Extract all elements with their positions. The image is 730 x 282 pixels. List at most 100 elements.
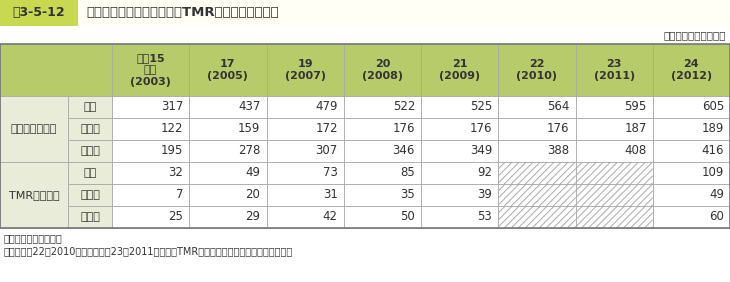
Bar [0, 26, 730, 44]
Text: 176: 176 [547, 122, 569, 135]
Bar [421, 96, 499, 118]
Bar [421, 162, 499, 184]
Bar [0, 96, 68, 162]
Text: 349: 349 [470, 144, 492, 158]
Bar [112, 96, 189, 118]
Text: 17
(2005): 17 (2005) [207, 59, 248, 81]
Text: 73: 73 [323, 166, 338, 180]
Text: 都府県: 都府県 [80, 212, 100, 222]
Bar [112, 140, 189, 162]
Text: 307: 307 [315, 144, 338, 158]
Bar [653, 44, 730, 96]
Bar [499, 162, 575, 184]
Bar [653, 184, 730, 206]
Bar [653, 206, 730, 228]
Text: 522: 522 [393, 100, 415, 113]
Bar [499, 44, 575, 96]
Bar [266, 140, 344, 162]
Text: 50: 50 [400, 210, 415, 224]
Text: 42: 42 [323, 210, 338, 224]
Text: 187: 187 [624, 122, 647, 135]
Bar [653, 140, 730, 162]
Bar [344, 206, 421, 228]
Text: 195: 195 [161, 144, 183, 158]
Bar [653, 118, 730, 140]
Bar [499, 96, 575, 118]
Bar [344, 184, 421, 206]
Text: 32: 32 [169, 166, 183, 180]
Text: 19
(2007): 19 (2007) [285, 59, 326, 81]
Bar [266, 118, 344, 140]
Bar [266, 96, 344, 118]
Bar [68, 140, 112, 162]
Bar [112, 118, 189, 140]
Bar [189, 96, 266, 118]
Bar [575, 162, 653, 184]
Bar [0, 0, 730, 26]
Bar [68, 162, 112, 184]
Text: 49: 49 [709, 188, 724, 202]
Text: （単位：組織、か所）: （単位：組織、か所） [664, 30, 726, 40]
Text: 388: 388 [548, 144, 569, 158]
Bar [421, 44, 499, 96]
Bar [189, 162, 266, 184]
Text: 23
(2011): 23 (2011) [593, 59, 634, 81]
Text: 53: 53 [477, 210, 492, 224]
Text: コントラクター組織数及びTMRセンター数の推移: コントラクター組織数及びTMRセンター数の推移 [86, 6, 279, 19]
Bar [499, 184, 575, 206]
Bar [344, 96, 421, 118]
Text: 159: 159 [238, 122, 261, 135]
Bar [266, 184, 344, 206]
Bar [0, 0, 78, 26]
Text: 109: 109 [702, 166, 724, 180]
Text: 22
(2010): 22 (2010) [516, 59, 558, 81]
Text: 35: 35 [400, 188, 415, 202]
Bar [653, 96, 730, 118]
Text: 北海道: 北海道 [80, 190, 100, 200]
Bar [112, 44, 189, 96]
Bar [112, 206, 189, 228]
Text: TMRセンター: TMRセンター [9, 190, 59, 200]
Bar [266, 162, 344, 184]
Text: 39: 39 [477, 188, 492, 202]
Text: 全国: 全国 [83, 102, 96, 112]
Bar [499, 206, 575, 228]
Bar [189, 118, 266, 140]
Bar [68, 118, 112, 140]
Text: 408: 408 [624, 144, 647, 158]
Bar [0, 162, 68, 228]
Bar [421, 206, 499, 228]
Bar [421, 140, 499, 162]
Bar [112, 162, 189, 184]
Bar [499, 140, 575, 162]
Bar [266, 206, 344, 228]
Text: 全国: 全国 [83, 168, 96, 178]
Text: 49: 49 [245, 166, 261, 180]
Text: 122: 122 [161, 122, 183, 135]
Bar [421, 184, 499, 206]
Text: 564: 564 [547, 100, 569, 113]
Text: 176: 176 [393, 122, 415, 135]
Text: 605: 605 [702, 100, 724, 113]
Bar [344, 44, 421, 96]
Bar [575, 44, 653, 96]
Text: 北海道: 北海道 [80, 124, 100, 134]
Text: コントラクター: コントラクター [11, 124, 57, 134]
Text: 176: 176 [469, 122, 492, 135]
Bar [575, 140, 653, 162]
Text: 346: 346 [393, 144, 415, 158]
Text: 注：平成22（2010）年度、平成23（2011）年度のTMRセンター数は調査を行っていない。: 注：平成22（2010）年度、平成23（2011）年度のTMRセンター数は調査を… [4, 246, 293, 256]
Text: 29: 29 [245, 210, 261, 224]
Text: 31: 31 [323, 188, 338, 202]
Text: 92: 92 [477, 166, 492, 180]
Text: 317: 317 [161, 100, 183, 113]
Text: 資料：農林水産省調べ: 資料：農林水産省調べ [4, 233, 63, 243]
Text: 278: 278 [238, 144, 261, 158]
Bar [0, 44, 112, 96]
Text: 437: 437 [238, 100, 261, 113]
Text: 7: 7 [176, 188, 183, 202]
Text: 25: 25 [169, 210, 183, 224]
Text: 60: 60 [709, 210, 724, 224]
Text: 都府県: 都府県 [80, 146, 100, 156]
Bar [266, 44, 344, 96]
